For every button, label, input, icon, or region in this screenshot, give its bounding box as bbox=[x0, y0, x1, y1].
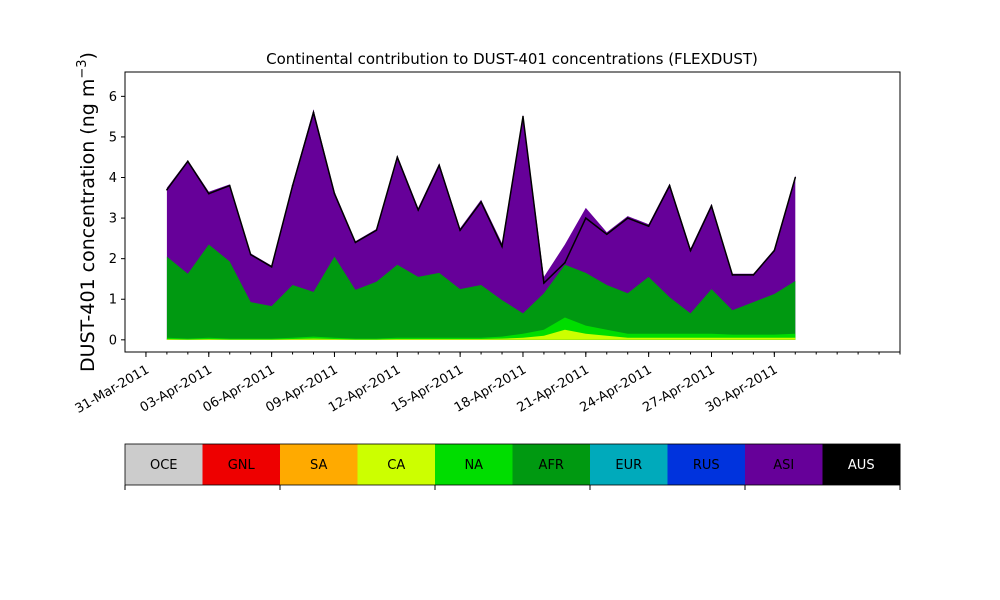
y-axis-label-close: ) bbox=[77, 52, 99, 59]
total-point bbox=[710, 205, 713, 207]
legend-label-na: NA bbox=[464, 458, 483, 473]
total-point bbox=[626, 217, 629, 219]
legend: OCE GNL SA CA NA AFR EUR RUS ASI AUS bbox=[124, 443, 901, 490]
legend-label-rus: RUS bbox=[693, 458, 720, 473]
total-point bbox=[606, 233, 608, 236]
total-point bbox=[208, 192, 210, 195]
total-point bbox=[459, 229, 461, 232]
legend-swatch-gnl bbox=[202, 444, 281, 485]
total-point bbox=[501, 245, 503, 248]
total-point bbox=[312, 111, 315, 114]
x-axis: 31-Mar-201103-Apr-201106-Apr-201109-Apr-… bbox=[73, 352, 901, 417]
total-point bbox=[291, 184, 294, 187]
area-ca bbox=[166, 329, 796, 340]
legend-swatch-na bbox=[435, 444, 513, 485]
legend-label-ca: CA bbox=[387, 458, 405, 473]
y-axis-label-superscript: −3 bbox=[75, 59, 90, 78]
legend-frame bbox=[124, 443, 901, 486]
total-point bbox=[668, 184, 671, 187]
total-point bbox=[543, 282, 545, 284]
total-point bbox=[270, 266, 273, 268]
total-point bbox=[480, 201, 482, 203]
total-point bbox=[228, 184, 231, 187]
y-axis: 0 1 2 3 4 5 6 bbox=[109, 90, 125, 348]
plot-frame bbox=[124, 71, 901, 353]
legend-swatch-eur bbox=[590, 444, 668, 485]
total-point bbox=[522, 115, 524, 118]
plot-area bbox=[166, 109, 797, 340]
x-tick-label: 30-Apr-2011 bbox=[703, 362, 780, 415]
total-point bbox=[249, 253, 252, 256]
legend-swatch-sa bbox=[280, 444, 358, 485]
total-point bbox=[689, 249, 692, 252]
total-point bbox=[773, 249, 776, 252]
y-tick-label: 6 bbox=[109, 90, 117, 105]
legend-swatch-rus bbox=[667, 444, 746, 485]
legend-swatch-aus bbox=[822, 444, 901, 485]
total-point bbox=[731, 274, 734, 276]
y-tick-label: 5 bbox=[109, 130, 117, 145]
total-point bbox=[647, 225, 650, 227]
area-afr bbox=[166, 244, 796, 340]
legend-label-sa: SA bbox=[310, 458, 327, 473]
legend-label-eur: EUR bbox=[615, 458, 642, 473]
total-point bbox=[752, 274, 755, 276]
legend-label-afr: AFR bbox=[539, 458, 564, 473]
legend-swatch-oce bbox=[125, 444, 203, 485]
total-point bbox=[333, 192, 336, 195]
total-point bbox=[187, 160, 189, 163]
legend-label-gnl: GNL bbox=[228, 458, 256, 473]
legend-label-oce: OCE bbox=[150, 458, 178, 473]
total-point bbox=[585, 217, 587, 219]
y-tick-label: 4 bbox=[109, 171, 117, 186]
total-point bbox=[438, 164, 441, 167]
total-point bbox=[794, 176, 797, 179]
legend-label-aus: AUS bbox=[848, 458, 875, 473]
y-tick-label: 3 bbox=[109, 212, 117, 227]
total-point bbox=[354, 241, 357, 244]
legend-swatch-ca bbox=[357, 444, 436, 485]
total-point bbox=[417, 209, 420, 211]
y-tick-label: 2 bbox=[109, 252, 117, 267]
legend-swatch-afr bbox=[512, 444, 591, 485]
y-tick-label: 0 bbox=[109, 333, 117, 348]
total-point bbox=[375, 229, 378, 232]
y-axis-label: DUST-401 concentration (ng m−3) bbox=[75, 52, 99, 372]
legend-label-asi: ASI bbox=[773, 458, 794, 473]
area-na bbox=[166, 317, 796, 340]
y-axis-label-text: DUST-401 concentration (ng m bbox=[77, 79, 99, 372]
total-point bbox=[396, 156, 399, 158]
chart-title: Continental contribution to DUST-401 con… bbox=[266, 50, 758, 68]
total-point bbox=[166, 188, 168, 191]
legend-swatch-asi bbox=[745, 444, 823, 485]
y-tick-label: 1 bbox=[109, 293, 117, 308]
total-point bbox=[564, 261, 566, 264]
